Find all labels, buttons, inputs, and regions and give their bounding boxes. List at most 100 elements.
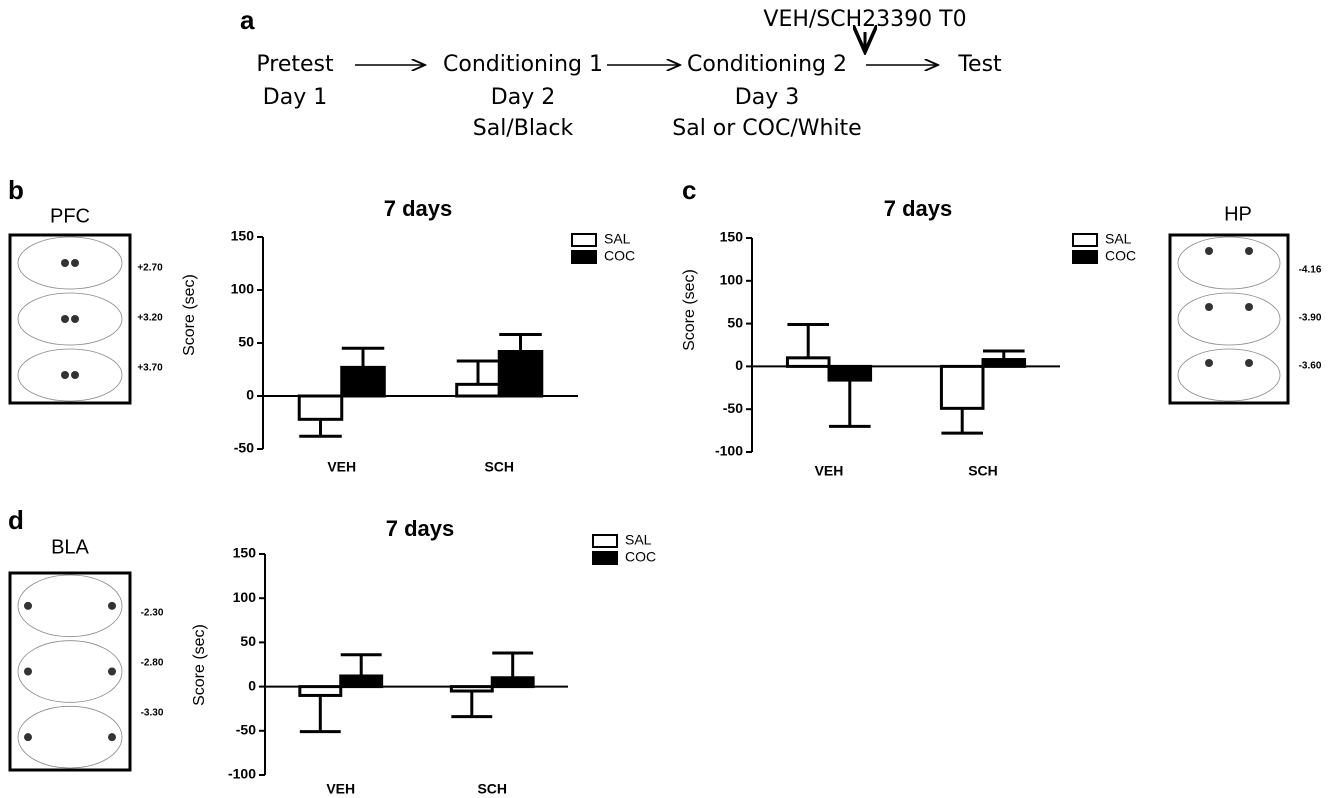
legend-label: SAL [625, 532, 652, 548]
brain-section [17, 640, 123, 703]
legend-swatch [1072, 233, 1098, 247]
step-detail: Sal/Black [473, 116, 574, 141]
legend-label: COC [604, 248, 635, 264]
brain-frame [8, 233, 132, 405]
panel-label: a [240, 5, 255, 35]
brain-section [17, 236, 123, 290]
y-tick-label: 100 [720, 272, 744, 288]
y-tick-label: 50 [727, 314, 743, 330]
injection-site [61, 259, 69, 267]
region-label: BLA [51, 536, 89, 558]
injection-site [24, 667, 32, 676]
region-label: HP [1224, 203, 1252, 225]
brain-section [1177, 236, 1281, 290]
injection-site [61, 315, 69, 323]
injection-site [1205, 303, 1213, 311]
y-tick-label: 0 [248, 677, 256, 693]
y-tick-label: -50 [234, 440, 254, 456]
coordinate: -3.30 [141, 708, 164, 719]
y-tick-label: 50 [240, 633, 256, 649]
y-axis-label: Score (sec) [181, 274, 198, 356]
coordinate: -3.90 [1299, 313, 1322, 324]
brain-section [17, 574, 123, 638]
chart: 7 days Score (sec) -50 0 50 100 150 VEH SCH SALCO… [181, 196, 635, 475]
coordinate: +3.70 [137, 363, 163, 374]
panel-label: c [682, 175, 696, 205]
y-tick-label: -100 [715, 443, 743, 459]
x-tick-label: VEH [327, 459, 356, 475]
bar [981, 358, 1027, 368]
coordinate: +3.20 [137, 313, 163, 324]
y-tick-label: -100 [228, 766, 256, 782]
y-tick-label: 100 [233, 589, 257, 605]
legend-label: SAL [604, 231, 631, 247]
legend-label: COC [1105, 248, 1136, 264]
legend-swatch [571, 233, 597, 247]
x-tick-label: VEH [815, 463, 844, 479]
bar [297, 394, 344, 421]
injection-site [71, 315, 79, 323]
injection-site [1245, 247, 1253, 255]
step-name: Pretest [256, 52, 334, 77]
brain-images: PFC +2.70 +3.20 +3.70 HP -4.16 -3.90 -3.60 BLA -2… [8, 203, 1322, 772]
injection-site [24, 733, 32, 742]
y-tick-label: -50 [723, 400, 743, 416]
y-axis-label: Score (sec) [681, 269, 698, 351]
bar [827, 364, 873, 382]
bar [339, 674, 384, 689]
x-tick-label: SCH [484, 459, 514, 475]
chart-title: 7 days [384, 196, 453, 221]
region-label: PFC [50, 205, 90, 227]
legend-swatch [592, 534, 618, 548]
legend-label: SAL [1105, 231, 1132, 247]
brain-section [17, 292, 123, 346]
injection-site [24, 601, 32, 610]
timeline: Pretest Day 1 Conditioning 1 Day 2 Sal/Black… [256, 52, 1002, 141]
legend-label: COC [625, 549, 656, 565]
y-tick-label: 0 [246, 387, 254, 403]
chart: 7 days Score (sec) -100 -50 0 50 100 150 VEH SCH S… [681, 196, 1136, 479]
y-tick-label: 50 [238, 334, 254, 350]
brain-section [17, 348, 123, 402]
x-tick-label: VEH [326, 781, 355, 797]
bar [785, 356, 831, 368]
bar [455, 382, 501, 398]
y-tick-label: 100 [231, 281, 255, 297]
bar [298, 685, 343, 697]
x-tick-label: SCH [968, 463, 998, 479]
injection-site [61, 371, 69, 379]
y-tick-label: -50 [236, 722, 256, 738]
step-name: Conditioning 1 [443, 52, 603, 77]
step-detail: Sal or COC/White [672, 116, 861, 141]
coordinate: +2.70 [137, 263, 163, 274]
legend-swatch [592, 551, 618, 565]
coordinate: -4.16 [1299, 265, 1322, 276]
chart: 7 days Score (sec) -100 -50 0 50 100 150 VEH SCH S… [191, 516, 656, 797]
y-tick-label: 150 [233, 545, 257, 561]
treatment-label: VEH/SCH23390 T0 [763, 7, 966, 32]
panel-label: d [8, 505, 24, 535]
brain-frame [1168, 233, 1290, 405]
y-tick-label: 150 [231, 228, 255, 244]
injection-site [108, 667, 116, 676]
injection-site [108, 733, 116, 742]
injection-site [71, 371, 79, 379]
x-tick-label: SCH [477, 781, 507, 797]
y-tick-label: 0 [735, 357, 743, 373]
brain-section [1177, 348, 1281, 402]
step-name: Conditioning 2 [687, 52, 847, 77]
chart-title: 7 days [884, 196, 953, 221]
injection-site [1205, 247, 1213, 255]
panel-label: b [8, 175, 24, 205]
y-tick-label: 150 [720, 229, 744, 245]
injection-site [1245, 359, 1253, 367]
injection-site [1205, 359, 1213, 367]
legend-swatch [571, 250, 597, 264]
step-name: Test [957, 52, 1002, 77]
injection-site [108, 601, 116, 610]
bar [490, 676, 535, 689]
chart-title: 7 days [386, 516, 455, 541]
step-detail: Day 2 [491, 85, 555, 110]
